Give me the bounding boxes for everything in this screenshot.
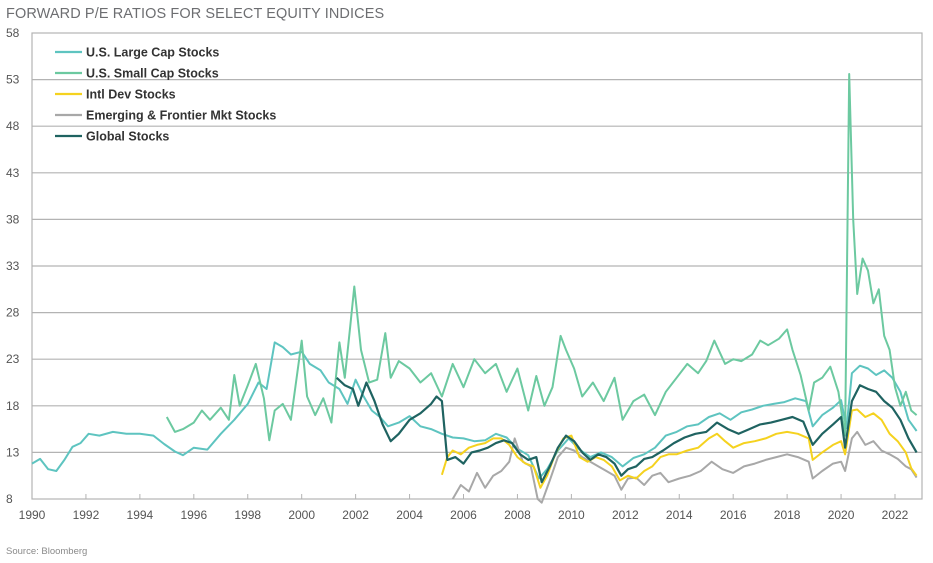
y-tick-label: 13 [6, 445, 20, 459]
legend-label: Emerging & Frontier Mkt Stocks [86, 109, 276, 123]
source-note: Source: Bloomberg [6, 546, 88, 557]
series-line-global-stocks [335, 376, 918, 484]
x-tick-label: 1996 [180, 508, 207, 522]
legend-label: U.S. Large Cap Stocks [86, 46, 219, 60]
series-line-u-s-small-cap-stocks [165, 73, 918, 442]
y-tick-label: 33 [6, 259, 20, 273]
x-tick-label: 2010 [558, 508, 585, 522]
y-tick-label: 43 [6, 166, 20, 180]
x-tick-label: 1990 [19, 508, 46, 522]
plot-border [31, 32, 923, 500]
x-tick-label: 1994 [127, 508, 154, 522]
y-tick-label: 28 [6, 306, 20, 320]
gridlines [32, 78, 922, 453]
x-tick-label: 2008 [504, 508, 531, 522]
x-tick-label: 2018 [774, 508, 801, 522]
x-tick-label: 2004 [396, 508, 423, 522]
y-tick-label: 23 [6, 352, 20, 366]
y-tick-label: 18 [6, 399, 20, 413]
x-tick-label: 2022 [882, 508, 909, 522]
x-tick-label: 2012 [612, 508, 639, 522]
y-tick-label: 53 [6, 73, 20, 87]
y-tick-label: 38 [6, 212, 20, 226]
legend: U.S. Large Cap Stocks U.S. Small Cap Stoc… [55, 46, 276, 144]
chart-title: FORWARD P/E RATIOS FOR SELECT EQUITY IND… [6, 6, 385, 22]
x-tick-label: 2002 [342, 508, 369, 522]
y-tick-label: 48 [6, 119, 20, 133]
x-tick-label: 2014 [666, 508, 693, 522]
y-axis: 58 53 48 43 38 33 28 23 18 13 8 [6, 26, 20, 506]
y-tick-label: 58 [6, 26, 20, 40]
x-tick-label: 2020 [828, 508, 855, 522]
series-line-u-s-large-cap-stocks [31, 341, 918, 480]
x-tick-label: 1992 [73, 508, 100, 522]
legend-label: Intl Dev Stocks [86, 88, 176, 102]
legend-label: Global Stocks [86, 130, 169, 144]
x-tick-label: 2000 [288, 508, 315, 522]
series-lines [31, 73, 918, 504]
x-axis: 1990 1992 1994 1996 1998 2000 2002 2004 2006 2008… [19, 494, 909, 522]
y-tick-label: 8 [6, 492, 13, 506]
x-tick-label: 1998 [234, 508, 261, 522]
x-tick-label: 2006 [450, 508, 477, 522]
legend-label: U.S. Small Cap Stocks [86, 67, 219, 81]
plot-frame [31, 32, 923, 500]
x-tick-label: 2016 [720, 508, 747, 522]
